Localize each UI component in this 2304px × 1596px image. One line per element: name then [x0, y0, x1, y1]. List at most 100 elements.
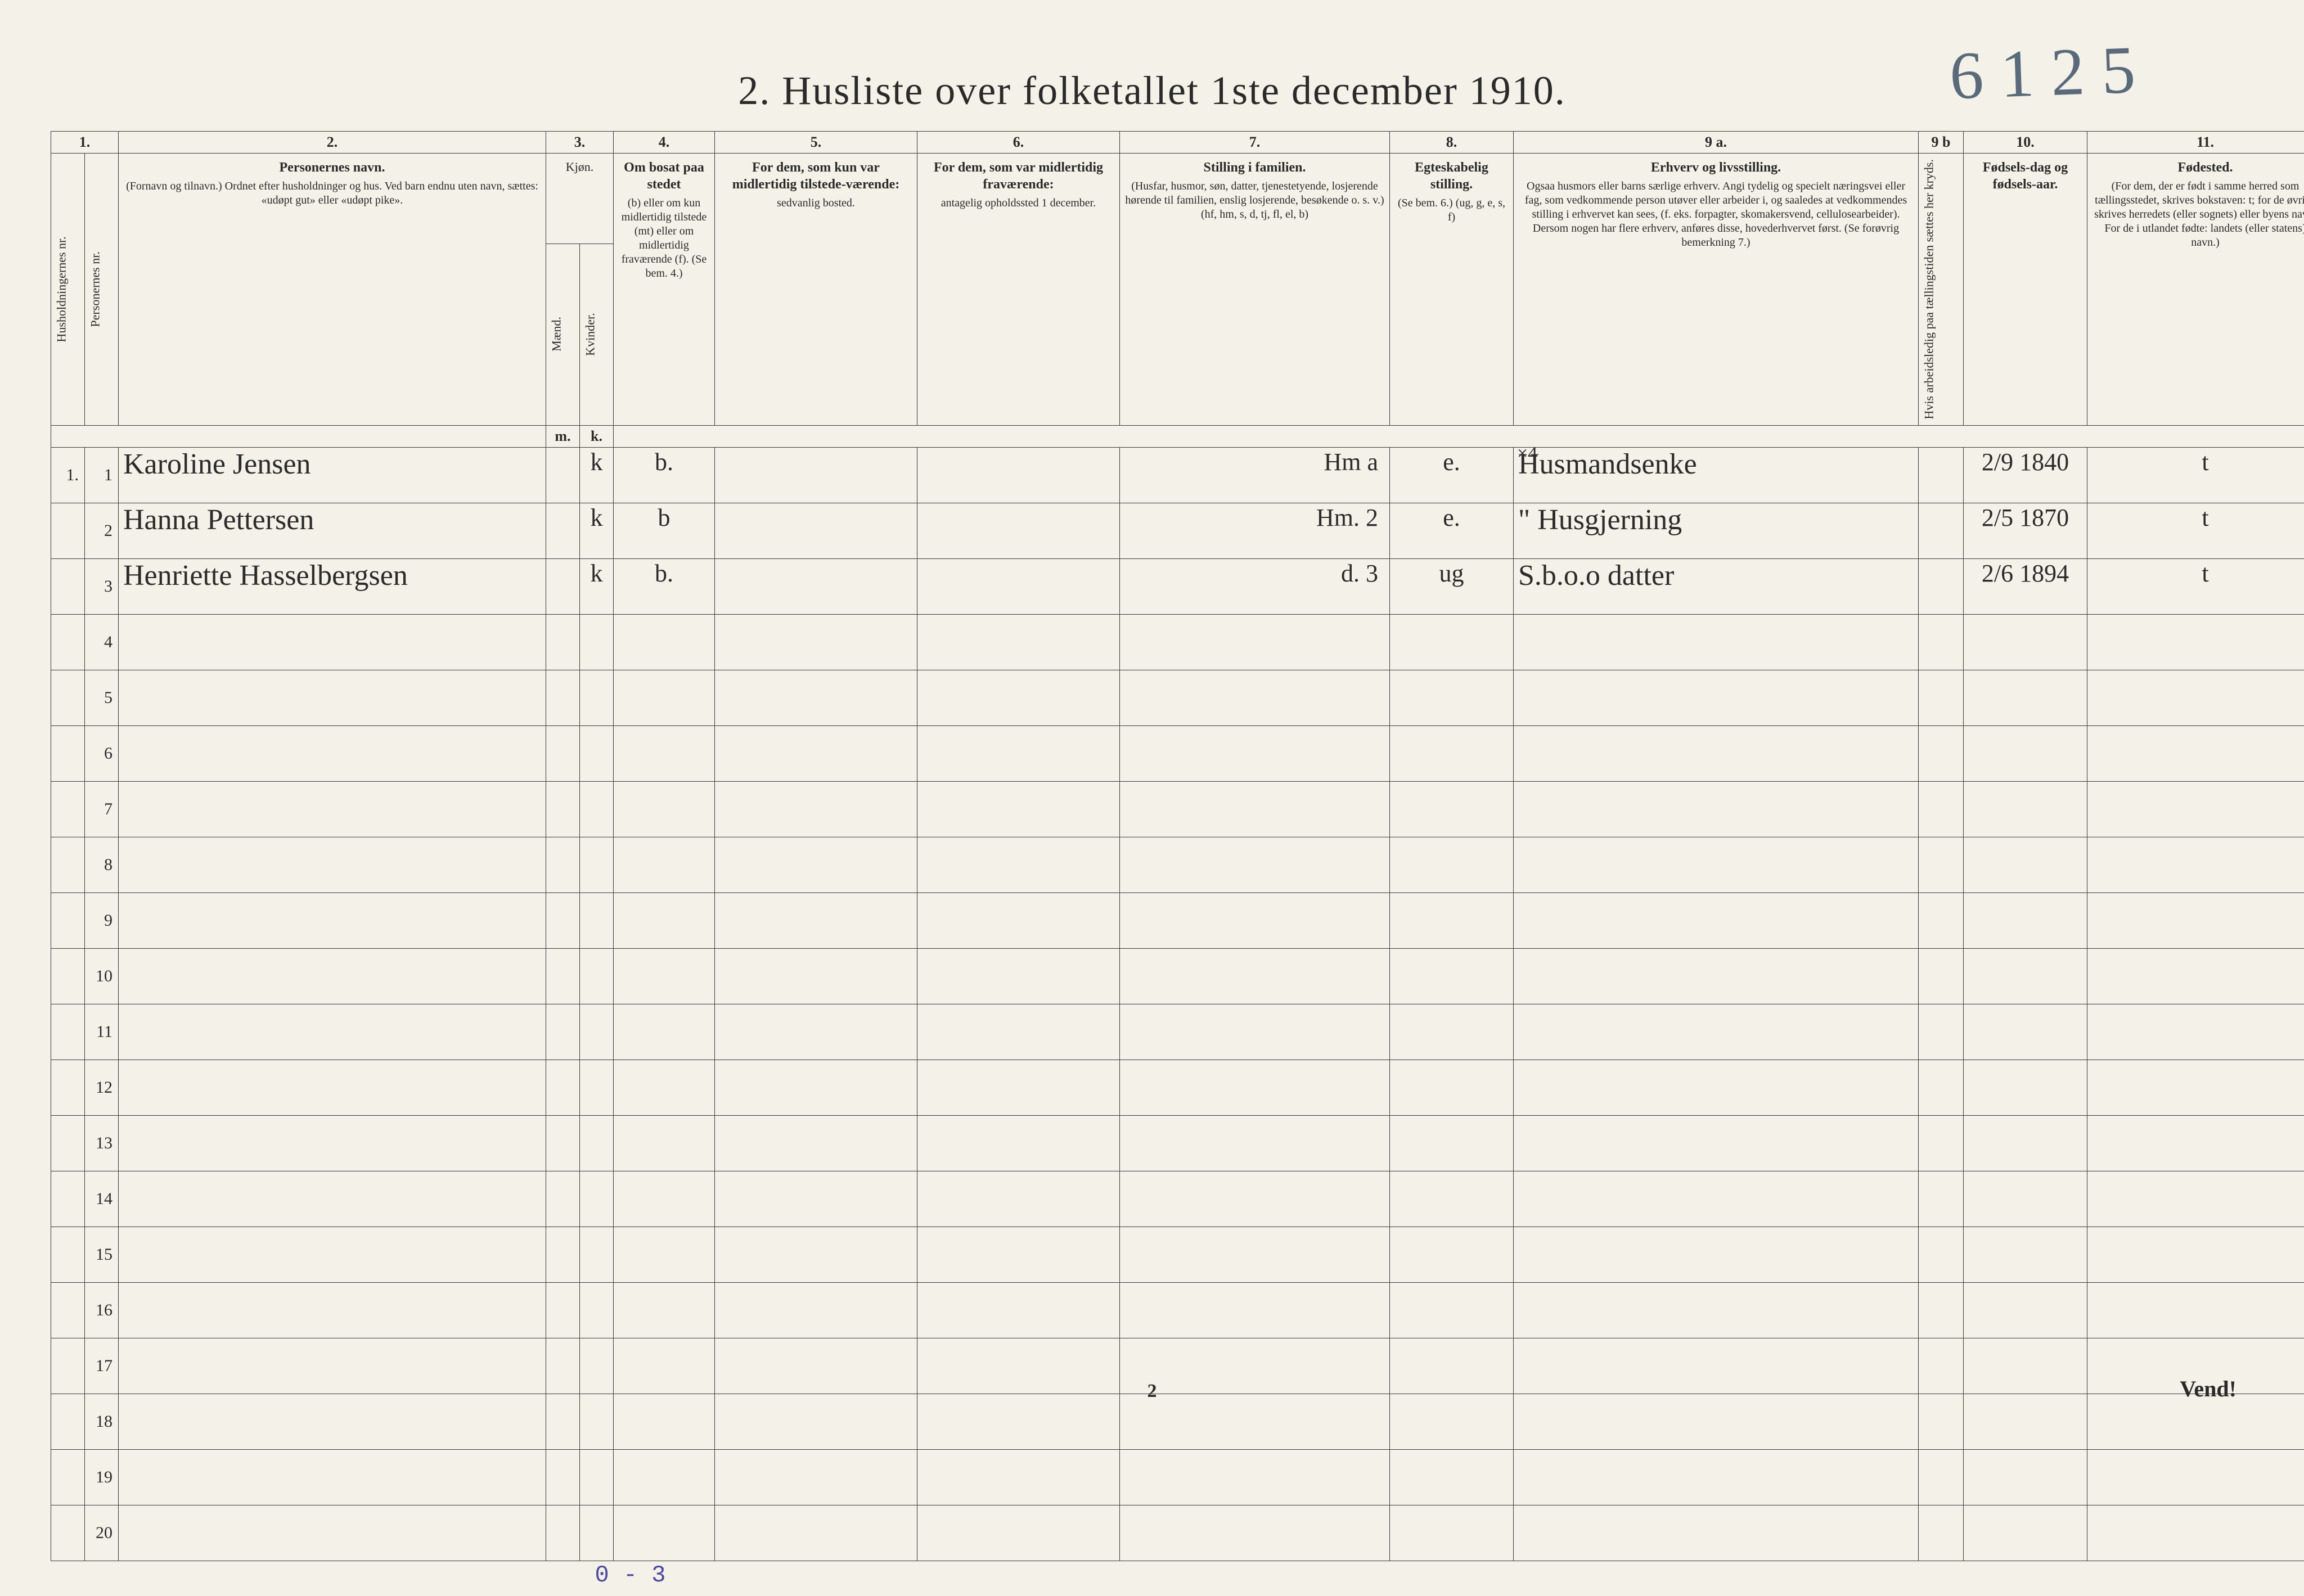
cell-blank [1514, 948, 1919, 1004]
cell-blank [1919, 1004, 1964, 1060]
cell-name: Hanna Pettersen [119, 503, 546, 558]
hdr-fravar: For dem, som var midlertidig fraværende:… [917, 154, 1120, 426]
cell-blank [614, 781, 715, 837]
hdr-navn: Personernes navn. (Fornavn og tilnavn.) … [119, 154, 546, 426]
cell-blank [1390, 1449, 1514, 1505]
cell-blank [580, 948, 614, 1004]
cell-pn: 13 [85, 1115, 119, 1171]
cell-tilstede [715, 447, 917, 503]
cell-blank [119, 781, 546, 837]
cell-blank [614, 948, 715, 1004]
cell-pn: 18 [85, 1394, 119, 1449]
hdr-egteskab: Egteskabelig stilling. (Se bem. 6.) (ug,… [1390, 154, 1514, 426]
cell-blank [119, 1171, 546, 1227]
cell-fodested: t [2087, 503, 2304, 558]
cell-hh [51, 1004, 85, 1060]
cell-blank [715, 1449, 917, 1505]
cell-blank [2087, 1505, 2304, 1561]
page-number: 2 [1148, 1381, 1157, 1402]
cell-blank [580, 1338, 614, 1394]
cell-pn: 15 [85, 1227, 119, 1282]
cell-blank [614, 1060, 715, 1115]
cell-stilling: Hm a [1120, 447, 1390, 503]
cell-blank [1390, 1505, 1514, 1561]
cell-blank [546, 725, 580, 781]
cell-blank [715, 837, 917, 892]
cell-blank [1919, 948, 1964, 1004]
cell-hh [51, 1394, 85, 1449]
cell-blank [580, 670, 614, 725]
cell-blank [580, 1115, 614, 1171]
cell-blank [1514, 837, 1919, 892]
colnum-2: 2. [119, 132, 546, 154]
cell-blank [715, 1227, 917, 1282]
cell-blank [546, 1338, 580, 1394]
cell-blank [1919, 781, 1964, 837]
table-body: 1.1Karoline Jensenkb.Hm ae.×4Husmandsenk… [51, 447, 2304, 1561]
cell-blank [917, 1227, 1120, 1282]
cell-blank [614, 725, 715, 781]
cell-pn: 1 [85, 447, 119, 503]
cell-blank [917, 1505, 1120, 1561]
cell-pn: 5 [85, 670, 119, 725]
cell-blank [1919, 1394, 1964, 1449]
table-row: 15 [51, 1227, 2304, 1282]
cell-sex-k: k [580, 447, 614, 503]
title-row: 2. Husliste over folketallet 1ste decemb… [51, 67, 2253, 114]
cell-blank [1514, 1171, 1919, 1227]
cell-blank [119, 892, 546, 948]
table-row: 9 [51, 892, 2304, 948]
hdr-stilling: Stilling i familien. (Husfar, husmor, sø… [1120, 154, 1390, 426]
cell-hh [51, 614, 85, 670]
cell-blank [715, 670, 917, 725]
cell-blank [1514, 725, 1919, 781]
cell-blank [546, 614, 580, 670]
cell-blank [614, 1282, 715, 1338]
cell-blank [614, 1227, 715, 1282]
cell-blank [1514, 781, 1919, 837]
cell-pn: 6 [85, 725, 119, 781]
hdr-kvinder: Kvinder. [580, 244, 614, 425]
cell-hh [51, 892, 85, 948]
cell-blank [2087, 1171, 2304, 1227]
cell-blank [1390, 1338, 1514, 1394]
cell-blank [1964, 948, 2087, 1004]
cell-blank [1120, 1449, 1390, 1505]
cell-stilling: Hm. 2 [1120, 503, 1390, 558]
table-row: 18 [51, 1394, 2304, 1449]
cell-sex-m [546, 503, 580, 558]
cell-blank [580, 1394, 614, 1449]
cell-blank [1514, 614, 1919, 670]
hdr-erhverv-sub: Ogsaa husmors eller barns særlige erhver… [1518, 179, 1914, 250]
cell-blank [546, 1227, 580, 1282]
cell-blank [1514, 670, 1919, 725]
cell-pn: 12 [85, 1060, 119, 1115]
cell-blank [715, 1171, 917, 1227]
colnum-4: 4. [614, 132, 715, 154]
cell-blank [1919, 1171, 1964, 1227]
colnum-10: 10. [1964, 132, 2087, 154]
cell-blank [1390, 1115, 1514, 1171]
cell-blank [2087, 725, 2304, 781]
colnum-9b: 9 b [1919, 132, 1964, 154]
cell-blank [546, 670, 580, 725]
cell-blank [580, 1171, 614, 1227]
cell-blank [1514, 1282, 1919, 1338]
column-number-row: 1. 2. 3. 4. 5. 6. 7. 8. 9 a. 9 b 10. 11.… [51, 132, 2304, 154]
cell-hh [51, 1282, 85, 1338]
cell-blank [2087, 614, 2304, 670]
cell-blank [119, 1115, 546, 1171]
cell-hh [51, 725, 85, 781]
hdr-stilling-title: Stilling i familien. [1124, 159, 1385, 176]
cell-blank [1919, 725, 1964, 781]
cell-blank [1964, 1060, 2087, 1115]
cell-blank [1120, 1004, 1390, 1060]
cell-blank [1120, 892, 1390, 948]
table-row: 13 [51, 1115, 2304, 1171]
cell-erhverv-text: Husmandsenke [1518, 448, 1697, 480]
colnum-8: 8. [1390, 132, 1514, 154]
cell-blank [1120, 948, 1390, 1004]
cell-blank [580, 837, 614, 892]
cell-hh [51, 1115, 85, 1171]
cell-blank [119, 1004, 546, 1060]
